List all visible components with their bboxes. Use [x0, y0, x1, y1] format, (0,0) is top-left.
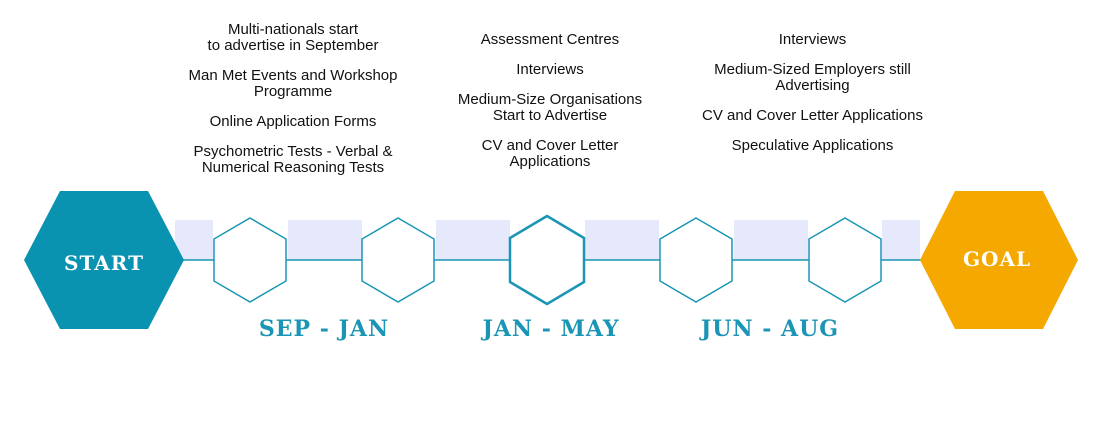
connector-band [734, 220, 808, 260]
column-jun-aug: Interviews Medium-Sized Employers still Ad… [680, 32, 945, 168]
column-item: Online Application Forms [168, 114, 418, 130]
column-item: Interviews [680, 32, 945, 48]
column-jan-may: Assessment Centres Interviews Medium-Size … [425, 32, 675, 184]
goal-hexagon [920, 191, 1078, 329]
period-sep-jan: SEP - JAN [259, 316, 389, 342]
connector-band [175, 220, 213, 260]
column-item: Speculative Applications [680, 138, 945, 154]
connector-band [882, 220, 920, 260]
column-item: Interviews [425, 62, 675, 78]
milestones [213, 214, 882, 306]
column-item-line: Numerical Reasoning Tests [201, 159, 385, 176]
column-item-line: Assessment Centres [480, 31, 620, 48]
column-item-line: Psychometric Tests - Verbal & [193, 143, 393, 160]
start-hexagon [24, 191, 184, 329]
column-item: Man Met Events and Workshop Programme [168, 68, 418, 100]
column-item: Multi-nationals start to advertise in Sep… [168, 22, 418, 54]
column-item-line: Medium-Size Organisations [457, 91, 643, 108]
milestone-hexagon [508, 214, 586, 306]
column-item-line: Online Application Forms [209, 113, 377, 130]
period-jun-aug: JUN - AUG [699, 316, 839, 342]
start-label: START [64, 251, 144, 275]
column-item-line: Interviews [516, 61, 584, 78]
column-item-line: to advertise in September [207, 37, 379, 54]
period-jan-may: JAN - MAY [480, 316, 619, 342]
column-item: Assessment Centres [425, 32, 675, 48]
column-item: Psychometric Tests - Verbal & Numerical R… [168, 144, 418, 176]
column-item: CV and Cover Letter Applications [680, 108, 945, 124]
column-item-line: Advertising [775, 77, 850, 94]
column-item-line: Programme [253, 83, 333, 100]
column-sep-jan: Multi-nationals start to advertise in Sep… [168, 22, 418, 190]
column-item-line: Start to Advertise [492, 107, 608, 124]
milestone-hexagon [361, 217, 435, 303]
column-item: Medium-Size Organisations Start to Advert… [425, 92, 675, 124]
column-item: CV and Cover Letter Applications [425, 138, 675, 170]
milestone-hexagon [213, 217, 287, 303]
milestone-hexagon [659, 217, 733, 303]
column-item-line: Multi-nationals start [227, 21, 359, 38]
connector-bands [175, 220, 920, 260]
column-item-line: Medium-Sized Employers still [714, 61, 911, 78]
connector-band [436, 220, 510, 260]
column-item-line: Man Met Events and Workshop [188, 67, 398, 84]
column-item-line: CV and Cover Letter [481, 137, 619, 154]
column-item-line: Applications [509, 153, 591, 170]
connector-band [288, 220, 362, 260]
column-item-line: Interviews [778, 31, 847, 48]
column-item: Medium-Sized Employers still Advertising [680, 62, 945, 94]
connector-band [585, 220, 659, 260]
goal-label: GOAL [963, 247, 1031, 271]
column-item-line: CV and Cover Letter Applications [702, 107, 923, 124]
milestone-hexagon [808, 217, 882, 303]
column-item-line: Speculative Applications [731, 137, 894, 154]
